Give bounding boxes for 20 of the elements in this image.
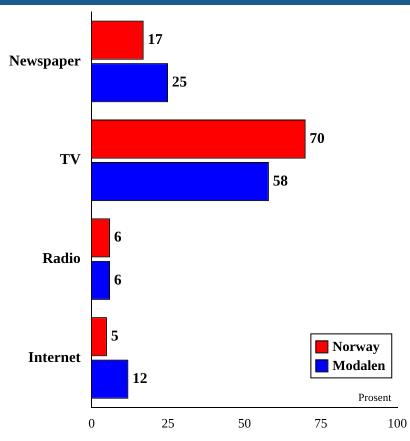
- data-label: 12: [132, 371, 148, 388]
- y-tick-label: Radio: [42, 251, 81, 267]
- y-tick-label: Newspaper: [8, 53, 81, 70]
- x-tick-label: 100: [388, 416, 407, 431]
- y-tick-label: Internet: [28, 350, 81, 366]
- data-label: 70: [310, 130, 325, 147]
- x-tick-label: 25: [162, 416, 175, 431]
- data-label: 5: [110, 328, 118, 345]
- x-tick-label: 0: [88, 416, 95, 431]
- legend-label: Modalen: [332, 359, 386, 374]
- data-label: 58: [272, 173, 288, 190]
- x-tick-label: 75: [314, 416, 328, 431]
- data-label: 6: [114, 230, 122, 246]
- x-tick-label: 50: [238, 416, 251, 431]
- legend-label: Norway: [332, 340, 380, 356]
- y-tick-label: TV: [60, 152, 81, 168]
- data-label: 6: [114, 272, 122, 288]
- data-label: 25: [172, 74, 188, 91]
- x-axis-title: Prosent: [358, 392, 392, 404]
- data-label: 17: [148, 32, 164, 48]
